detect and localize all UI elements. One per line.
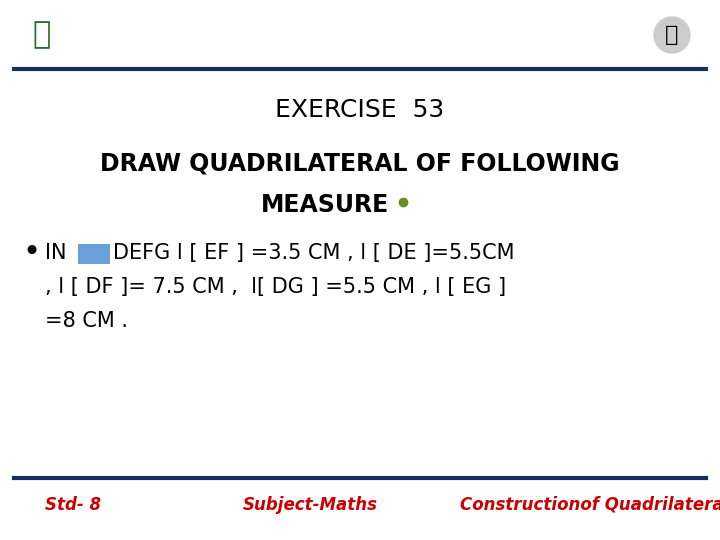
Circle shape bbox=[654, 17, 690, 53]
Text: Std- 8: Std- 8 bbox=[45, 496, 101, 514]
Text: Subject-Maths: Subject-Maths bbox=[243, 496, 377, 514]
Text: EXERCISE  53: EXERCISE 53 bbox=[275, 98, 445, 122]
Text: 🌲: 🌲 bbox=[33, 21, 51, 50]
Text: •: • bbox=[22, 239, 40, 267]
Text: 👩: 👩 bbox=[665, 25, 679, 45]
Text: , l [ DF ]= 7.5 CM ,  l[ DG ] =5.5 CM , l [ EG ]: , l [ DF ]= 7.5 CM , l[ DG ] =5.5 CM , l… bbox=[45, 277, 506, 297]
Text: DRAW QUADRILATERAL OF FOLLOWING: DRAW QUADRILATERAL OF FOLLOWING bbox=[100, 151, 620, 175]
Text: IN: IN bbox=[45, 243, 66, 263]
Text: MEASURE: MEASURE bbox=[261, 193, 389, 217]
Text: Constructionof Quadrilaterals: Constructionof Quadrilaterals bbox=[460, 496, 720, 514]
Text: DEFG l [ EF ] =3.5 CM , l [ DE ]=5.5CM: DEFG l [ EF ] =3.5 CM , l [ DE ]=5.5CM bbox=[113, 243, 515, 263]
Text: =8 CM .: =8 CM . bbox=[45, 311, 128, 331]
FancyBboxPatch shape bbox=[78, 244, 110, 264]
